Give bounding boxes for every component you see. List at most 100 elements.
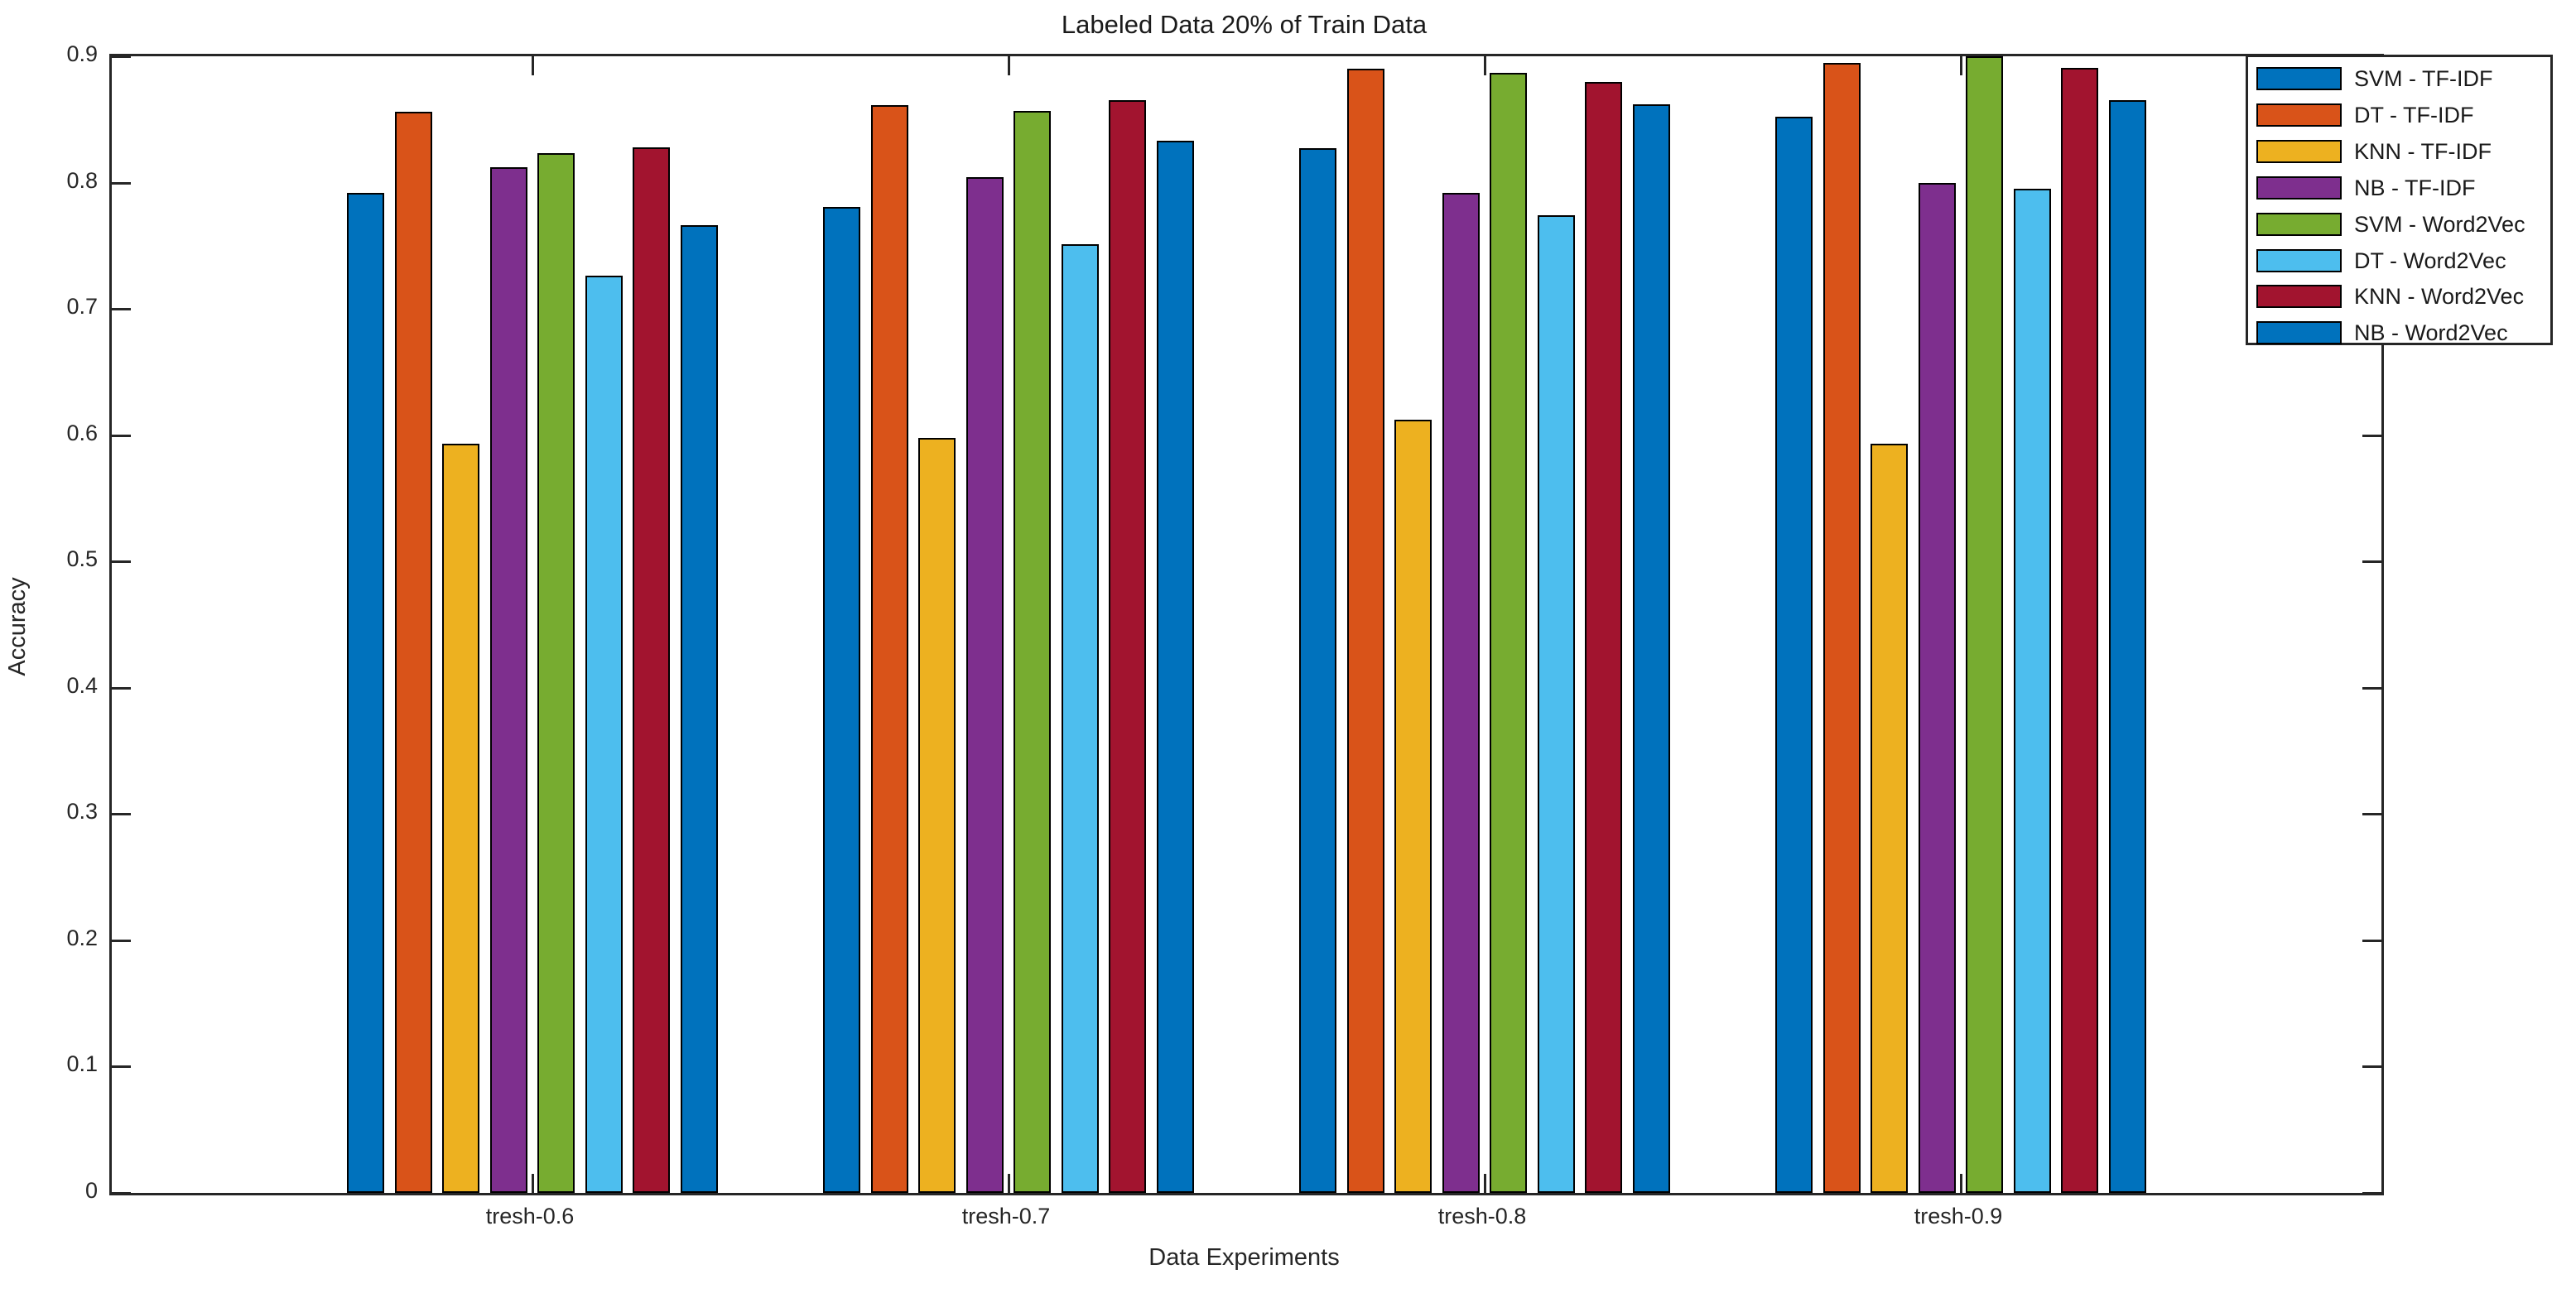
y-tick-mark-left-0.4 xyxy=(112,687,131,690)
legend-item-nb-tf-idf: NB - TF-IDF xyxy=(2248,171,2550,204)
legend-item-svm-tf-idf: SVM - TF-IDF xyxy=(2248,62,2550,95)
x-tick-mark-top-tresh-0.8 xyxy=(1484,56,1486,75)
bar-dt-tf-idf-tresh-0.9 xyxy=(1823,63,1861,1193)
y-tick-mark-left-0.9 xyxy=(112,55,131,58)
legend-item-dt-word2vec: DT - Word2Vec xyxy=(2248,244,2550,277)
bar-dt-tf-idf-tresh-0.7 xyxy=(871,105,908,1193)
legend-item-svm-word2vec: SVM - Word2Vec xyxy=(2248,208,2550,241)
x-tick-mark-top-tresh-0.7 xyxy=(1008,56,1010,75)
x-tick-mark-bottom-tresh-0.9 xyxy=(1960,1174,1962,1193)
bar-knn-tf-idf-tresh-0.7 xyxy=(918,438,956,1193)
y-tick-label-0.8: 0.8 xyxy=(66,168,98,193)
bar-knn-word2vec-tresh-0.7 xyxy=(1109,100,1146,1193)
bar-dt-word2vec-tresh-0.7 xyxy=(1062,244,1099,1193)
chart-title: Labeled Data 20% of Train Data xyxy=(1061,10,1428,39)
bar-dt-word2vec-tresh-0.6 xyxy=(585,276,623,1193)
legend-item-knn-tf-idf: KNN - TF-IDF xyxy=(2248,135,2550,168)
y-tick-label-0.3: 0.3 xyxy=(66,799,98,824)
bar-nb-tf-idf-tresh-0.8 xyxy=(1442,193,1480,1193)
legend-swatch-icon xyxy=(2256,103,2342,127)
bar-dt-word2vec-tresh-0.9 xyxy=(2014,189,2051,1193)
y-tick-mark-right-0.6 xyxy=(2362,435,2381,437)
legend-swatch-icon xyxy=(2256,213,2342,236)
bar-nb-word2vec-tresh-0.7 xyxy=(1157,141,1194,1193)
y-tick-mark-left-0.3 xyxy=(112,813,131,815)
legend-swatch-icon xyxy=(2256,285,2342,308)
y-tick-mark-left-0.7 xyxy=(112,308,131,310)
bar-nb-word2vec-tresh-0.9 xyxy=(2109,100,2146,1193)
bar-svm-word2vec-tresh-0.9 xyxy=(1966,56,2003,1193)
bar-knn-tf-idf-tresh-0.9 xyxy=(1871,444,1908,1193)
legend-label: KNN - Word2Vec xyxy=(2354,284,2525,309)
legend-box: SVM - TF-IDF DT - TF-IDF KNN - TF-IDF NB - … xyxy=(2246,55,2553,345)
x-tick-mark-top-tresh-0.9 xyxy=(1960,56,1962,75)
y-tick-label-0.2: 0.2 xyxy=(66,926,98,950)
legend-swatch-icon xyxy=(2256,67,2342,90)
x-axis-label: Data Experiments xyxy=(1148,1244,1340,1271)
y-tick-label-0.9: 0.9 xyxy=(66,41,98,66)
x-tick-label-tresh-0.6: tresh-0.6 xyxy=(485,1204,575,1228)
legend-swatch-icon xyxy=(2256,321,2342,344)
bar-svm-word2vec-tresh-0.8 xyxy=(1490,73,1527,1193)
x-tick-label-tresh-0.8: tresh-0.8 xyxy=(1437,1204,1527,1228)
bar-svm-tf-idf-tresh-0.6 xyxy=(347,193,384,1193)
y-tick-mark-left-0 xyxy=(112,1192,131,1195)
legend-item-knn-word2vec: KNN - Word2Vec xyxy=(2248,280,2550,313)
y-tick-mark-left-0.1 xyxy=(112,1065,131,1068)
x-tick-mark-top-tresh-0.6 xyxy=(532,56,534,75)
y-tick-mark-right-0.1 xyxy=(2362,1065,2381,1068)
y-tick-label-0.5: 0.5 xyxy=(66,546,98,571)
bar-knn-word2vec-tresh-0.9 xyxy=(2061,68,2098,1193)
y-tick-label-0.4: 0.4 xyxy=(66,673,98,698)
y-tick-mark-right-0 xyxy=(2362,1192,2381,1195)
y-axis-label: Accuracy xyxy=(4,577,31,676)
y-tick-label-0.1: 0.1 xyxy=(66,1051,98,1076)
bar-nb-word2vec-tresh-0.6 xyxy=(681,225,718,1193)
bar-nb-tf-idf-tresh-0.9 xyxy=(1919,183,1956,1193)
legend-label: DT - TF-IDF xyxy=(2354,103,2474,127)
legend-item-dt-tf-idf: DT - TF-IDF xyxy=(2248,99,2550,132)
y-tick-label-0: 0 xyxy=(84,1178,98,1203)
bar-knn-word2vec-tresh-0.6 xyxy=(633,147,670,1193)
bar-svm-word2vec-tresh-0.7 xyxy=(1014,111,1051,1193)
legend-label: DT - Word2Vec xyxy=(2354,248,2506,273)
x-tick-mark-bottom-tresh-0.8 xyxy=(1484,1174,1486,1193)
bar-dt-tf-idf-tresh-0.8 xyxy=(1347,69,1384,1193)
legend-label: SVM - TF-IDF xyxy=(2354,66,2493,91)
legend-label: SVM - Word2Vec xyxy=(2354,212,2525,237)
y-tick-mark-left-0.5 xyxy=(112,560,131,563)
x-tick-label-tresh-0.7: tresh-0.7 xyxy=(961,1204,1051,1228)
legend-label: KNN - TF-IDF xyxy=(2354,139,2492,164)
bar-knn-word2vec-tresh-0.8 xyxy=(1585,82,1622,1193)
y-tick-mark-left-0.6 xyxy=(112,435,131,437)
x-tick-mark-bottom-tresh-0.6 xyxy=(532,1174,534,1193)
y-tick-mark-right-0.2 xyxy=(2362,940,2381,942)
bar-nb-word2vec-tresh-0.8 xyxy=(1633,104,1670,1193)
legend-swatch-icon xyxy=(2256,249,2342,272)
x-tick-mark-bottom-tresh-0.7 xyxy=(1008,1174,1010,1193)
legend-label: NB - Word2Vec xyxy=(2354,320,2508,345)
y-tick-mark-right-0.3 xyxy=(2362,813,2381,815)
y-tick-label-0.7: 0.7 xyxy=(66,294,98,319)
legend-swatch-icon xyxy=(2256,140,2342,163)
bar-svm-tf-idf-tresh-0.8 xyxy=(1299,148,1336,1193)
y-tick-label-0.6: 0.6 xyxy=(66,421,98,445)
y-tick-mark-right-0.4 xyxy=(2362,687,2381,690)
bar-knn-tf-idf-tresh-0.6 xyxy=(442,444,479,1193)
bar-dt-tf-idf-tresh-0.6 xyxy=(395,112,432,1193)
legend-label: NB - TF-IDF xyxy=(2354,175,2476,200)
y-tick-mark-left-0.2 xyxy=(112,940,131,942)
legend-item-nb-word2vec: NB - Word2Vec xyxy=(2248,316,2550,349)
bar-dt-word2vec-tresh-0.8 xyxy=(1538,215,1575,1193)
y-tick-mark-left-0.8 xyxy=(112,182,131,185)
bar-svm-word2vec-tresh-0.6 xyxy=(537,153,575,1193)
bar-nb-tf-idf-tresh-0.7 xyxy=(966,177,1004,1193)
bar-svm-tf-idf-tresh-0.9 xyxy=(1775,117,1813,1193)
legend-swatch-icon xyxy=(2256,176,2342,200)
bar-nb-tf-idf-tresh-0.6 xyxy=(490,167,527,1193)
plot-area xyxy=(109,54,2384,1195)
x-tick-label-tresh-0.9: tresh-0.9 xyxy=(1914,1204,2003,1228)
y-tick-mark-right-0.5 xyxy=(2362,560,2381,563)
bar-svm-tf-idf-tresh-0.7 xyxy=(823,207,860,1193)
